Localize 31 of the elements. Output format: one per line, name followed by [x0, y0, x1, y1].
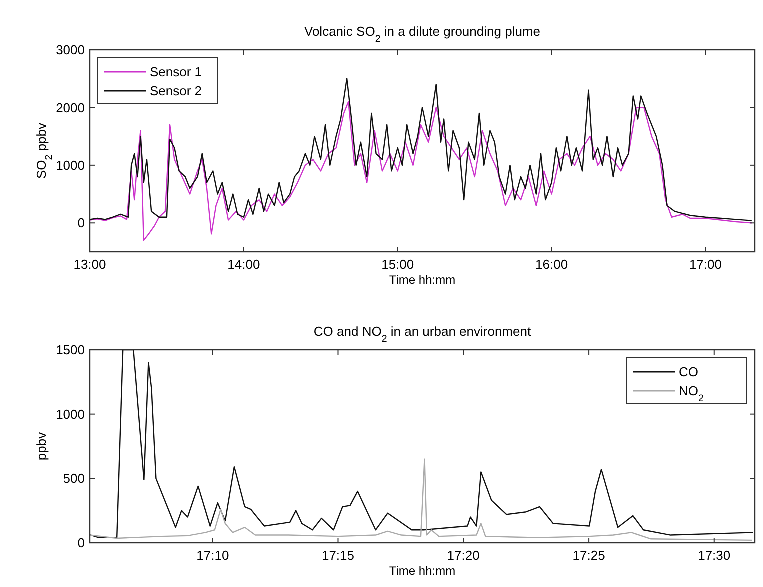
line-series	[90, 78, 753, 222]
y-tick-label: 1000	[56, 158, 85, 173]
chart-title: Volcanic SO$_{2}$ in a dilute grounding plume	[304, 24, 540, 44]
legend-label: Sensor 2	[150, 84, 202, 99]
x-tick-label: 17:10	[196, 548, 230, 563]
line-series	[90, 458, 753, 542]
x-tick-label: 17:00	[689, 257, 722, 272]
legend-label: CO	[679, 364, 698, 380]
line-series	[90, 101, 753, 242]
x-tick-label: 14:00	[228, 257, 260, 272]
y-tick-label: 3000	[56, 42, 85, 58]
legend-label: NO$_{2}$	[679, 384, 704, 404]
x-tick-label: 17:15	[322, 548, 355, 563]
x-tick-label: 15:00	[382, 257, 414, 272]
y-axis-title: ppbv	[34, 432, 49, 461]
y-tick-label: 0	[78, 216, 85, 231]
x-axis-title: Time hh:mm	[389, 564, 456, 578]
y-tick-label: 2000	[56, 100, 85, 116]
y-tick-label: 1000	[56, 406, 85, 422]
y-tick-label: 0	[78, 536, 85, 551]
line-series	[90, 350, 754, 538]
legend-label: Sensor 1	[150, 64, 202, 80]
x-tick-label: 13:00	[74, 257, 106, 272]
y-tick-label: 500	[63, 471, 85, 486]
y-tick-label: 1500	[56, 342, 85, 358]
chart-title: CO and NO$_{2}$ in an urban environment	[314, 324, 532, 344]
x-tick-label: 17:25	[572, 548, 606, 563]
x-tick-label: 17:20	[447, 548, 480, 563]
x-tick-label: 17:30	[698, 548, 731, 563]
x-tick-label: 16:00	[536, 257, 568, 272]
x-axis-title: Time hh:mm	[389, 273, 456, 287]
